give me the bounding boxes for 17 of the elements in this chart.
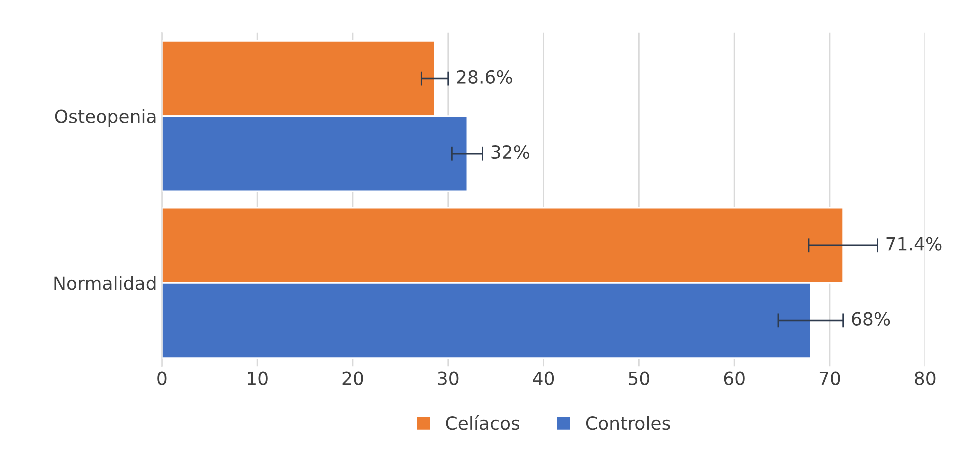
data-label: 71.4%: [886, 237, 942, 251]
x-tick-label: 10: [248, 372, 268, 386]
legend-label: Controles: [586, 416, 670, 430]
data-label: 28.6%: [457, 70, 512, 84]
x-tick-label: 0: [158, 372, 167, 386]
x-tick-label: 70: [820, 372, 840, 386]
x-tick-label: 30: [438, 372, 459, 386]
x-tick-label: 20: [342, 372, 364, 386]
y-tick-label: Osteopenia: [55, 109, 156, 127]
x-tick-label: 50: [629, 372, 650, 386]
legend-label: Celíacos: [446, 416, 520, 430]
x-tick-label: 80: [915, 372, 936, 386]
data-label: 68%: [852, 312, 890, 326]
x-tick-label: 40: [533, 372, 554, 386]
y-tick-label: Normalidad: [54, 276, 156, 290]
x-tick-label: 60: [724, 372, 745, 386]
data-label: 32%: [492, 145, 530, 160]
